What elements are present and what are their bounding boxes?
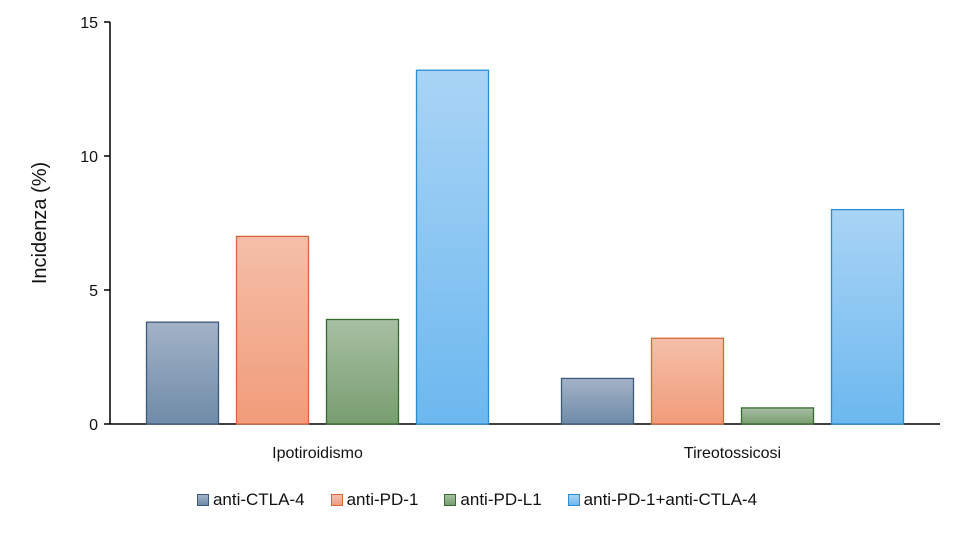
legend-label: anti-CTLA-4 <box>212 490 305 509</box>
y-tick-label: 15 <box>80 15 98 32</box>
legend-label: anti-PD-1+anti-CTLA-4 <box>583 490 758 509</box>
bar-anti-pd-1-anti-ctla-4-1 <box>830 208 905 425</box>
x-tick-label: Ipotiroidismo <box>272 445 363 462</box>
bar-chart: Incidenza (%) 0 5 10 15 Ipotiroidismo Tireot… <box>29 15 940 462</box>
bar-anti-ctla-4-1 <box>560 377 635 425</box>
legend-swatch <box>444 494 457 506</box>
x-tick-label: Tireotossicosi <box>684 445 781 462</box>
y-axis-label: Incidenza (%) <box>29 162 51 284</box>
bar-anti-pd-l1-0 <box>325 318 400 425</box>
legend-item: anti-CTLA-4 <box>196 490 305 510</box>
legend-item: anti-PD-1 <box>330 490 419 510</box>
legend-label: anti-PD-L1 <box>460 490 542 509</box>
y-tick-label: 5 <box>89 283 98 300</box>
bar-anti-pd-1-anti-ctla-4-0 <box>415 69 490 425</box>
chart-legend: anti-CTLA-4 anti-PD-1 anti-PD-L1 anti-PD-1+… <box>0 490 954 510</box>
legend-item: anti-PD-1+anti-CTLA-4 <box>567 490 758 510</box>
bar-anti-pd-l1-1 <box>740 407 815 425</box>
legend-label: anti-PD-1 <box>346 490 419 509</box>
bar-anti-pd-1-0 <box>235 235 310 425</box>
legend-swatch <box>330 494 343 506</box>
legend-swatch <box>567 494 580 506</box>
y-tick-label: 0 <box>89 417 98 434</box>
legend-item: anti-PD-L1 <box>444 490 542 510</box>
bar-anti-ctla-4-0 <box>145 321 220 425</box>
legend-swatch <box>196 494 209 506</box>
bar-anti-pd-1-1 <box>650 337 725 425</box>
y-tick-label: 10 <box>80 149 98 166</box>
